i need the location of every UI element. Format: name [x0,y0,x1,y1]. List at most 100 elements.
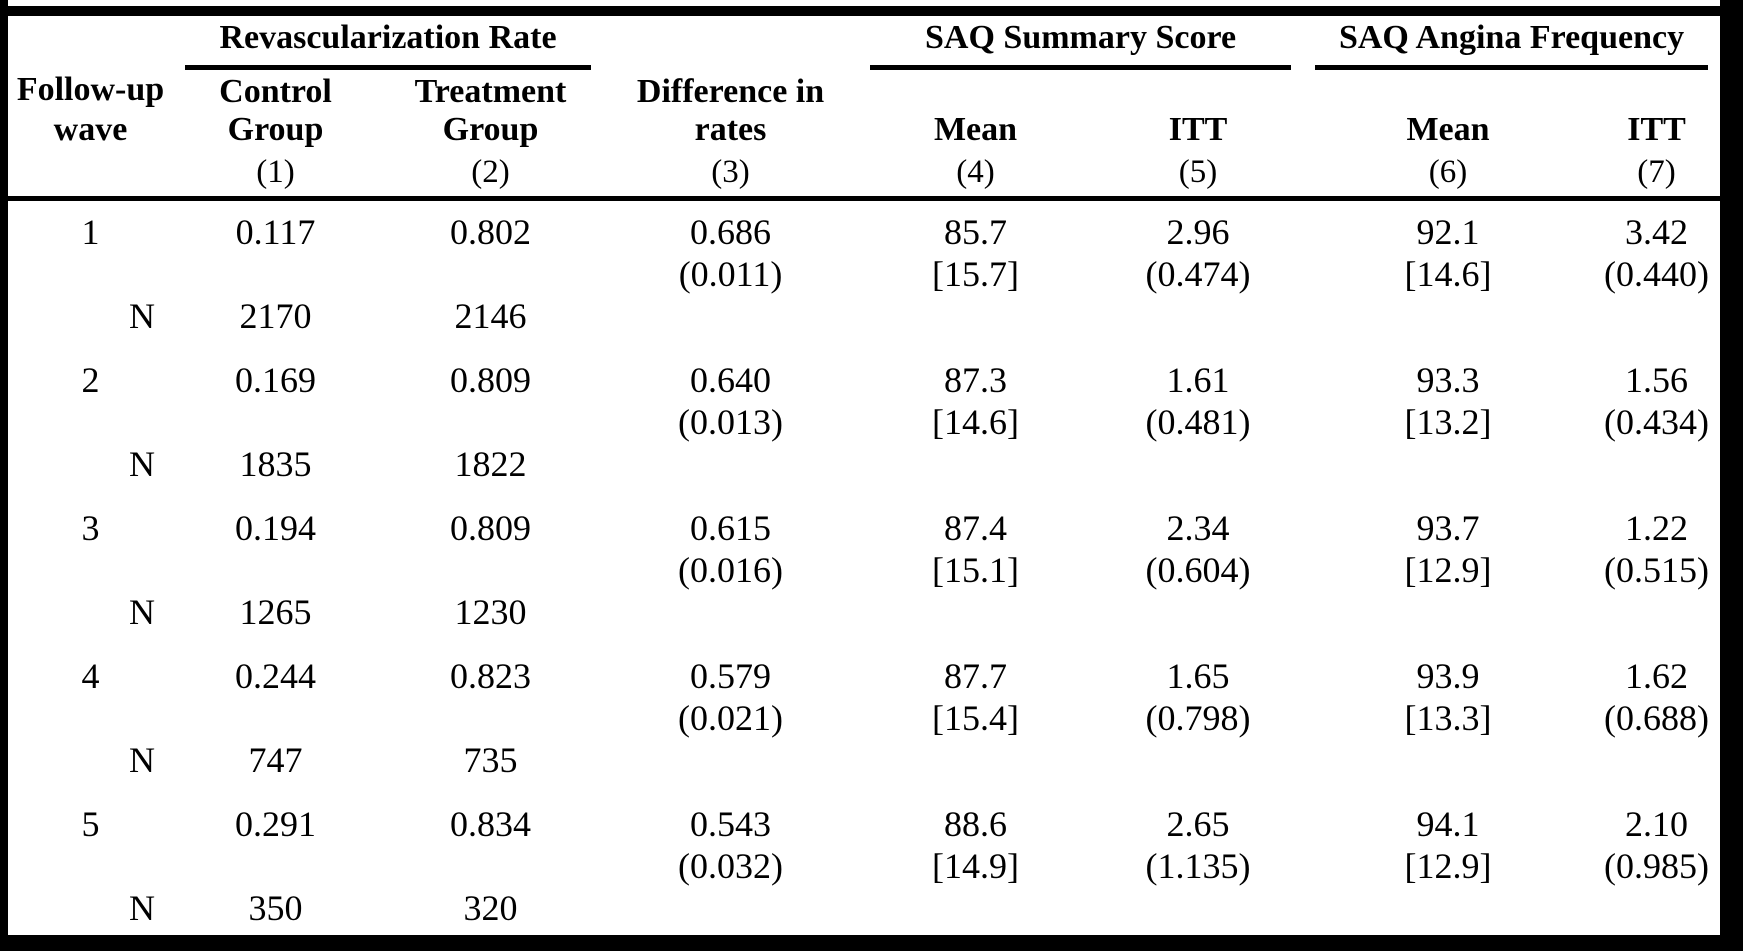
saq-angina-itt-se: (0.688) [1604,698,1710,738]
treatment-rate: 0.823 [450,656,531,696]
saq-angina-mean: 93.7 [12.9] [1303,497,1593,591]
difference-in-rates: 0.615 (0.016) [603,497,858,591]
saq-angina-itt: 3.42 (0.440) [1593,199,1720,296]
control-n: 1835 [239,444,312,484]
saq-summary-itt: 2.34 (0.604) [1093,497,1303,591]
saq-summary-mean-sd: [14.9] [932,846,1019,886]
header-control-group: Control Group (1) [173,72,378,199]
n-label: N [129,592,155,632]
saq-angina-itt-se: (0.440) [1604,254,1710,294]
saq-summary-itt-se: (0.474) [1145,254,1251,294]
saq-summary-itt-se: (0.798) [1145,698,1251,738]
treatment-rate: 0.802 [450,212,531,252]
wave-number: 3 [81,508,100,548]
treatment-n: 1822 [454,444,527,484]
saq-angina-mean-sd: [14.6] [1404,254,1492,294]
saq-angina-mean-sd: [12.9] [1404,846,1492,886]
followup-results-table: Follow-up wave Revascularization Rate Di… [8,16,1721,942]
n-label: N [129,444,155,484]
wave-row-5: 5 0.291 0.834 0.543 (0.032) 88.6 [14.9] … [8,793,1720,887]
saq-summary-mean-sd: [15.1] [932,550,1019,590]
n-label: N [129,740,155,780]
header-summary-mean: Mean (4) [858,72,1093,199]
wave-n-row-5: N 350 320 [8,887,1720,941]
empty-cell [603,591,1720,645]
column-number-4: (4) [956,154,995,190]
sub-header-row: Control Group (1) Treatment Group (2) Me… [8,72,1720,199]
group-header-row: Follow-up wave Revascularization Rate Di… [8,16,1720,190]
paper-table-sheet: Follow-up wave Revascularization Rate Di… [8,0,1721,935]
wave-n-row-2: N 1835 1822 [8,443,1720,497]
header-treatment-group: Treatment Group (2) [378,72,603,199]
saq-angina-mean-sd: [12.9] [1404,550,1492,590]
wave-n-row-3: N 1265 1230 [8,591,1720,645]
n-label: N [129,296,155,336]
group-header-saq-angina-frequency: SAQ Angina Frequency [1303,16,1720,72]
difference-se: (0.032) [678,846,783,886]
table-top-rule [8,6,1720,16]
control-rate: 0.194 [235,508,316,548]
saq-angina-itt-se: (0.515) [1604,550,1710,590]
n-label: N [129,888,155,928]
saq-summary-mean-sd: [15.7] [932,254,1019,294]
control-n: 350 [248,888,303,928]
empty-cell [603,295,1720,349]
difference-in-rates: 0.543 (0.032) [603,793,858,887]
treatment-rate: 0.834 [450,804,531,844]
control-n: 2170 [239,296,312,336]
column-number-3: (3) [711,154,750,190]
followup-wave-line1: Follow-up [16,71,165,108]
saq-summary-itt: 2.96 (0.474) [1093,199,1303,296]
header-angina-itt: ITT (7) [1593,72,1720,199]
control-rate: 0.291 [235,804,316,844]
empty-cell [603,887,1720,941]
saq-summary-mean: 87.3 [14.6] [858,349,1093,443]
saq-summary-mean: 87.4 [15.1] [858,497,1093,591]
treatment-rate: 0.809 [450,360,531,400]
saq-summary-itt: 1.65 (0.798) [1093,645,1303,739]
difference-se: (0.011) [678,254,783,294]
difference-se: (0.013) [678,402,783,442]
treatment-n: 320 [463,888,518,928]
difference-se: (0.016) [678,550,783,590]
control-rate: 0.244 [235,656,316,696]
wave-number: 4 [81,656,100,696]
saq-angina-itt: 1.56 (0.434) [1593,349,1720,443]
difference-in-rates: 0.640 (0.013) [603,349,858,443]
wave-row-4: 4 0.244 0.823 0.579 (0.021) 87.7 [15.4] … [8,645,1720,739]
wave-row-2: 2 0.169 0.809 0.640 (0.013) 87.3 [14.6] … [8,349,1720,443]
saq-summary-itt-se: (0.604) [1145,550,1251,590]
saq-angina-itt: 1.22 (0.515) [1593,497,1720,591]
saq-angina-mean: 94.1 [12.9] [1303,793,1593,887]
header-followup-wave: Follow-up wave [8,16,173,199]
header-difference-in-rates: Difference in rates (3) [603,16,858,199]
table-body: 1 0.117 0.802 0.686 (0.011) 85.7 [15.7] … [8,199,1720,942]
empty-cell [603,739,1720,793]
wave-number: 2 [81,360,100,400]
column-number-5: (5) [1178,154,1218,190]
treatment-n: 2146 [454,296,527,336]
treatment-rate: 0.809 [450,508,531,548]
saq-summary-itt: 1.61 (0.481) [1093,349,1303,443]
saq-summary-mean: 87.7 [15.4] [858,645,1093,739]
treatment-n: 1230 [454,592,527,632]
saq-angina-mean: 93.3 [13.2] [1303,349,1593,443]
empty-cell [603,443,1720,497]
column-number-2: (2) [471,154,510,190]
saq-angina-itt-se: (0.985) [1604,846,1710,886]
control-rate: 0.117 [235,212,316,252]
saq-summary-mean: 88.6 [14.9] [858,793,1093,887]
wave-number: 5 [81,804,100,844]
group-header-revascularization-rate: Revascularization Rate [173,16,603,72]
saq-angina-mean: 92.1 [14.6] [1303,199,1593,296]
column-number-1: (1) [256,154,295,190]
saq-angina-mean: 93.9 [13.3] [1303,645,1593,739]
difference-in-rates: 0.579 (0.021) [603,645,858,739]
saq-summary-itt: 2.65 (1.135) [1093,793,1303,887]
difference-se: (0.021) [678,698,783,738]
control-n: 747 [248,740,303,780]
wave-n-row-4: N 747 735 [8,739,1720,793]
saq-summary-itt-se: (0.481) [1145,402,1251,442]
wave-number: 1 [81,212,100,252]
saq-angina-mean-sd: [13.2] [1404,402,1492,442]
